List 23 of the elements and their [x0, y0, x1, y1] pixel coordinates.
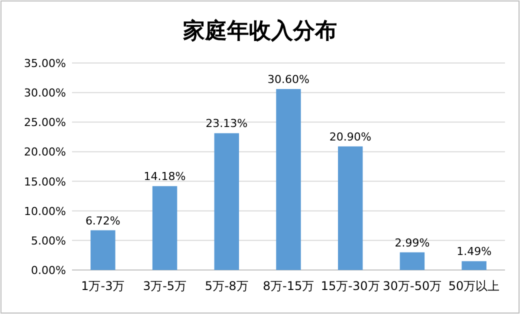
data-label: 23.13%	[206, 117, 248, 130]
y-tick-label: 0.00%	[31, 264, 66, 277]
data-label: 14.18%	[144, 170, 186, 184]
x-tick-label: 15万-30万	[320, 279, 380, 293]
x-tick-label: 1万-3万	[81, 279, 125, 293]
y-tick-label: 25.00%	[24, 116, 66, 130]
x-tick-label: 3万-5万	[142, 279, 187, 293]
data-label: 20.90%	[329, 130, 372, 144]
data-label: 2.99%	[394, 236, 430, 250]
data-label: 6.72%	[85, 214, 120, 228]
chart-title: 家庭年收入分布	[182, 18, 337, 44]
data-label: 30.60%	[268, 73, 310, 86]
y-tick-label: 30.00%	[24, 86, 66, 100]
y-tick-label: 10.00%	[24, 204, 66, 218]
x-tick-label: 30万-50万	[382, 279, 442, 293]
y-tick-label: 5.00%	[31, 234, 66, 248]
y-tick-label: 35.00%	[24, 57, 66, 70]
x-tick-label: 8万-15万	[262, 279, 314, 293]
data-label: 1.49%	[456, 245, 492, 258]
y-tick-label: 20.00%	[24, 146, 66, 159]
x-tick-label: 50万以上	[448, 279, 500, 293]
x-tick-label: 5万-8万	[204, 279, 248, 293]
y-tick-label: 15.00%	[24, 175, 66, 188]
